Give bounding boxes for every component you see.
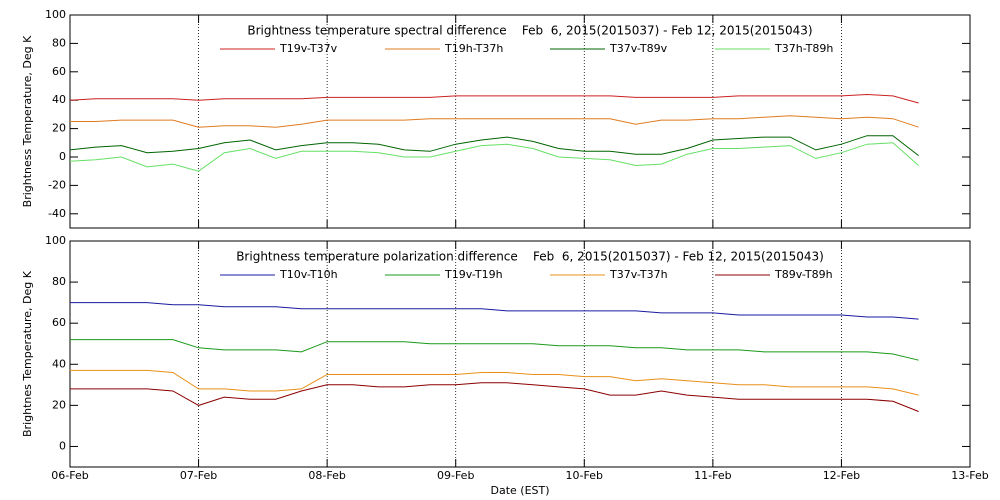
chart-title: Brightness temperature polarization diff… [236,250,824,264]
x-tick-label: 07-Feb [180,469,217,482]
legend-label: T19v-T37v [279,42,338,55]
legend-label: T19v-T19h [444,268,503,281]
x-tick-label: 09-Feb [437,469,474,482]
legend-label: T37v-T89v [609,42,668,55]
x-tick-label: 12-Feb [823,469,860,482]
x-axis-label: Date (EST) [490,484,549,497]
y-tick-label: 20 [52,122,66,135]
legend-label: T89v-T89h [774,268,833,281]
y-tick-label: 60 [52,316,66,329]
y-tick-label: -40 [48,207,66,220]
y-tick-label: 40 [52,93,66,106]
x-tick-label: 06-Feb [51,469,88,482]
legend-label: T37v-T37h [609,268,668,281]
series-line [70,302,919,320]
plot-frame [69,240,971,468]
y-tick-label: 0 [59,439,66,452]
y-tick-label: 80 [52,36,66,49]
legend-label: T37h-T89h [774,42,833,55]
legend-label: T19h-T37h [444,42,503,55]
y-tick-label: 40 [52,357,66,370]
y-tick-label: 100 [45,234,66,247]
y-tick-label: -20 [48,178,66,191]
y-axis-label: Brightness Temperature, Deg K [21,35,34,207]
x-tick-label: 13-Feb [951,469,988,482]
y-axis-label: Brightnes Temperature, Deg K [21,270,34,437]
series-line [69,142,919,172]
plot-frame [69,14,971,229]
x-tick-label: 10-Feb [566,469,603,482]
series-line [69,135,919,156]
series-line [69,93,919,104]
x-tick-label: 11-Feb [694,469,731,482]
series-line [70,115,919,128]
y-tick-label: 80 [52,275,66,288]
chart-title: Brightness temperature spectral differen… [247,24,812,38]
y-tick-label: 60 [52,65,66,78]
series-line [70,382,919,412]
y-tick-label: 20 [52,398,66,411]
y-tick-label: 100 [45,8,66,21]
series-line [70,369,919,396]
y-tick-label: 0 [59,150,66,163]
x-tick-label: 08-Feb [308,469,345,482]
series-line [70,339,919,361]
legend-label: T10v-T10h [279,268,338,281]
